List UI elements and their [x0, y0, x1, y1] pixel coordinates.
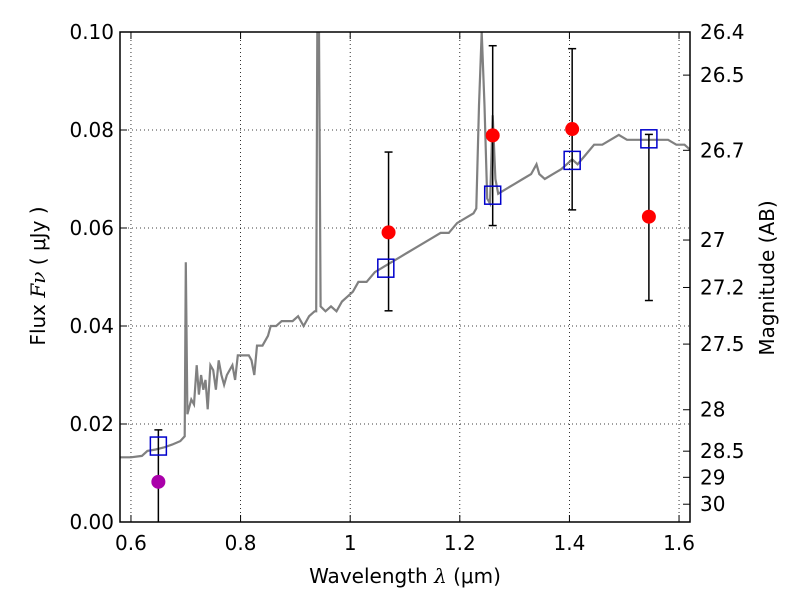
y2-tick-label: 27: [700, 228, 725, 252]
model-photometry-square: [483, 185, 502, 205]
errorbar-layer: [154, 44, 653, 522]
y-tick-label: 0.08: [69, 118, 114, 142]
y2-tick-label: 28: [700, 398, 725, 422]
x-tick-label: 1.6: [663, 531, 695, 555]
model-photometry-square: [563, 150, 581, 171]
y2-tick-label: 26.7: [700, 138, 745, 162]
y-tick-label: 0.10: [69, 20, 114, 44]
y2-tick-label: 26.5: [700, 63, 745, 87]
y2-tick-label: 29: [700, 465, 725, 489]
y-axis-label: Flux Fν ( μJy ): [26, 206, 50, 345]
y-tick-label: 0.04: [69, 314, 114, 338]
y2-tick-label: 27.2: [700, 275, 745, 299]
y2-tick-label: 26.4: [700, 20, 745, 44]
y2-tick-label: 30: [700, 492, 725, 516]
plot-frame: [119, 31, 691, 523]
observed-flux-point: [485, 128, 500, 143]
x-tick-label: 1: [344, 531, 357, 555]
spectrum-line: [120, 32, 690, 459]
upper-limit-point: [151, 474, 166, 489]
model-photometry-square: [640, 129, 658, 149]
observed-flux-point: [565, 122, 580, 137]
grid: [120, 31, 690, 523]
y2-axis-label: Magnitude (AB): [755, 200, 779, 355]
observed-flux-point: [641, 209, 656, 224]
observed-flux-point: [381, 225, 396, 240]
marker-layer: [149, 122, 658, 489]
model-photometry-square: [149, 436, 168, 456]
x-tick-label: 1.4: [554, 531, 586, 555]
y-tick-label: 0.00: [69, 510, 114, 534]
axis-ticks: 0.6 0.8 1 1.2 1.4 1.6 0.00 0.02 0.04 0.06 0.08 0.10…: [69, 20, 744, 555]
x-tick-label: 0.8: [225, 531, 257, 555]
x-tick-label: 1.2: [444, 531, 476, 555]
x-axis-label: Wavelength λ (μm): [309, 564, 501, 588]
x-tick-label: 0.6: [115, 531, 147, 555]
y2-tick-label: 28.5: [700, 439, 745, 463]
y2-tick-label: 27.5: [700, 332, 745, 356]
y-tick-label: 0.06: [69, 216, 114, 240]
model-photometry-square: [377, 258, 395, 278]
spectrum-layer: [120, 32, 690, 459]
y-tick-label: 0.02: [69, 412, 114, 436]
